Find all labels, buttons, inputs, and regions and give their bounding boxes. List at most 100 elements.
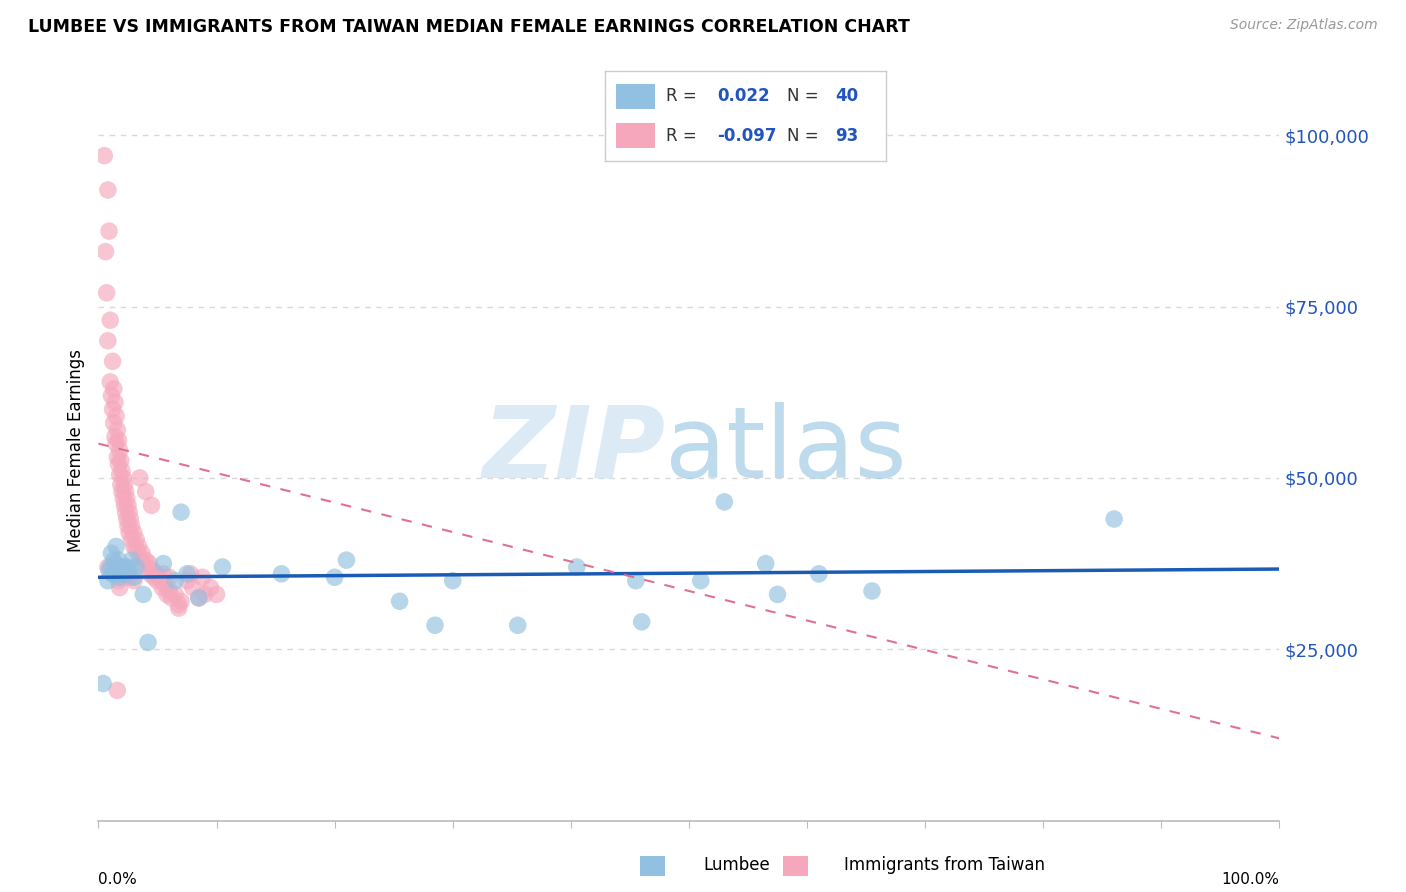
Point bbox=[156, 587, 179, 601]
Point bbox=[755, 557, 778, 571]
Point bbox=[170, 505, 193, 519]
Point bbox=[132, 557, 155, 571]
Point bbox=[142, 563, 165, 577]
Point bbox=[176, 574, 198, 588]
Point bbox=[122, 525, 145, 540]
Point bbox=[103, 382, 125, 396]
Point bbox=[114, 484, 136, 499]
Point bbox=[105, 563, 128, 577]
Text: R =: R = bbox=[666, 87, 697, 105]
Point bbox=[135, 484, 157, 499]
Point bbox=[101, 402, 124, 417]
Point bbox=[91, 676, 114, 690]
Point bbox=[270, 566, 292, 581]
Text: 93: 93 bbox=[835, 127, 859, 145]
Point bbox=[112, 560, 135, 574]
Text: 100.0%: 100.0% bbox=[1222, 872, 1279, 888]
Point bbox=[107, 457, 129, 471]
Point bbox=[441, 574, 464, 588]
Point bbox=[187, 591, 209, 605]
Point bbox=[120, 512, 142, 526]
Point bbox=[160, 591, 183, 605]
Point bbox=[136, 635, 159, 649]
Point bbox=[112, 566, 135, 581]
Point bbox=[101, 566, 124, 581]
Point bbox=[118, 570, 141, 584]
Point bbox=[111, 560, 134, 574]
Point bbox=[104, 557, 127, 571]
Point bbox=[122, 570, 145, 584]
Point bbox=[122, 540, 145, 554]
Point bbox=[135, 553, 157, 567]
Point bbox=[713, 495, 735, 509]
Point bbox=[335, 553, 357, 567]
Point bbox=[157, 584, 180, 599]
Bar bbox=[616, 84, 655, 109]
Point bbox=[1102, 512, 1125, 526]
Point bbox=[115, 491, 138, 506]
Text: Lumbee: Lumbee bbox=[703, 856, 769, 874]
Point bbox=[565, 560, 588, 574]
Point bbox=[111, 464, 134, 478]
Point bbox=[388, 594, 411, 608]
Point bbox=[93, 149, 115, 163]
Point bbox=[205, 587, 228, 601]
Point bbox=[112, 491, 135, 506]
Point bbox=[145, 566, 167, 581]
Point bbox=[98, 563, 121, 577]
Point bbox=[125, 542, 148, 557]
Point bbox=[105, 683, 128, 698]
Text: 40: 40 bbox=[835, 87, 858, 105]
Point bbox=[121, 519, 143, 533]
Point bbox=[98, 224, 121, 238]
Point bbox=[108, 570, 131, 584]
Point bbox=[689, 574, 711, 588]
Point bbox=[132, 587, 155, 601]
Point bbox=[125, 560, 148, 574]
Point bbox=[115, 512, 138, 526]
Point bbox=[117, 498, 139, 512]
Point bbox=[170, 594, 193, 608]
Point bbox=[121, 553, 143, 567]
Point bbox=[624, 574, 647, 588]
Point bbox=[167, 598, 190, 612]
Point bbox=[122, 574, 145, 588]
Point bbox=[135, 560, 157, 574]
Point bbox=[104, 566, 127, 581]
Point bbox=[117, 519, 139, 533]
Point bbox=[107, 574, 129, 588]
Point bbox=[138, 557, 160, 571]
Point bbox=[187, 591, 209, 605]
Bar bbox=[616, 123, 655, 148]
Point bbox=[423, 618, 446, 632]
Point bbox=[98, 375, 121, 389]
Text: -0.097: -0.097 bbox=[717, 127, 776, 145]
Point bbox=[139, 566, 162, 581]
Text: LUMBEE VS IMMIGRANTS FROM TAIWAN MEDIAN FEMALE EARNINGS CORRELATION CHART: LUMBEE VS IMMIGRANTS FROM TAIWAN MEDIAN … bbox=[28, 18, 910, 36]
Point bbox=[152, 566, 174, 581]
Text: atlas: atlas bbox=[665, 402, 907, 499]
Point bbox=[104, 430, 127, 444]
Point bbox=[98, 560, 121, 574]
Point bbox=[167, 601, 190, 615]
Text: N =: N = bbox=[787, 127, 818, 145]
Point bbox=[111, 484, 134, 499]
Point bbox=[103, 553, 125, 567]
Point bbox=[108, 467, 131, 482]
Point bbox=[97, 334, 120, 348]
Point bbox=[112, 477, 135, 491]
Point bbox=[107, 553, 129, 567]
Point bbox=[146, 574, 169, 588]
Point bbox=[125, 533, 148, 547]
Point bbox=[105, 436, 128, 450]
Point bbox=[94, 244, 117, 259]
Point bbox=[98, 313, 121, 327]
Point bbox=[105, 450, 128, 465]
Point bbox=[100, 389, 122, 403]
Point bbox=[506, 618, 529, 632]
Point bbox=[117, 566, 139, 581]
Point bbox=[121, 533, 143, 547]
Text: Source: ZipAtlas.com: Source: ZipAtlas.com bbox=[1230, 18, 1378, 32]
Point bbox=[128, 549, 150, 564]
Text: ZIP: ZIP bbox=[482, 402, 665, 499]
